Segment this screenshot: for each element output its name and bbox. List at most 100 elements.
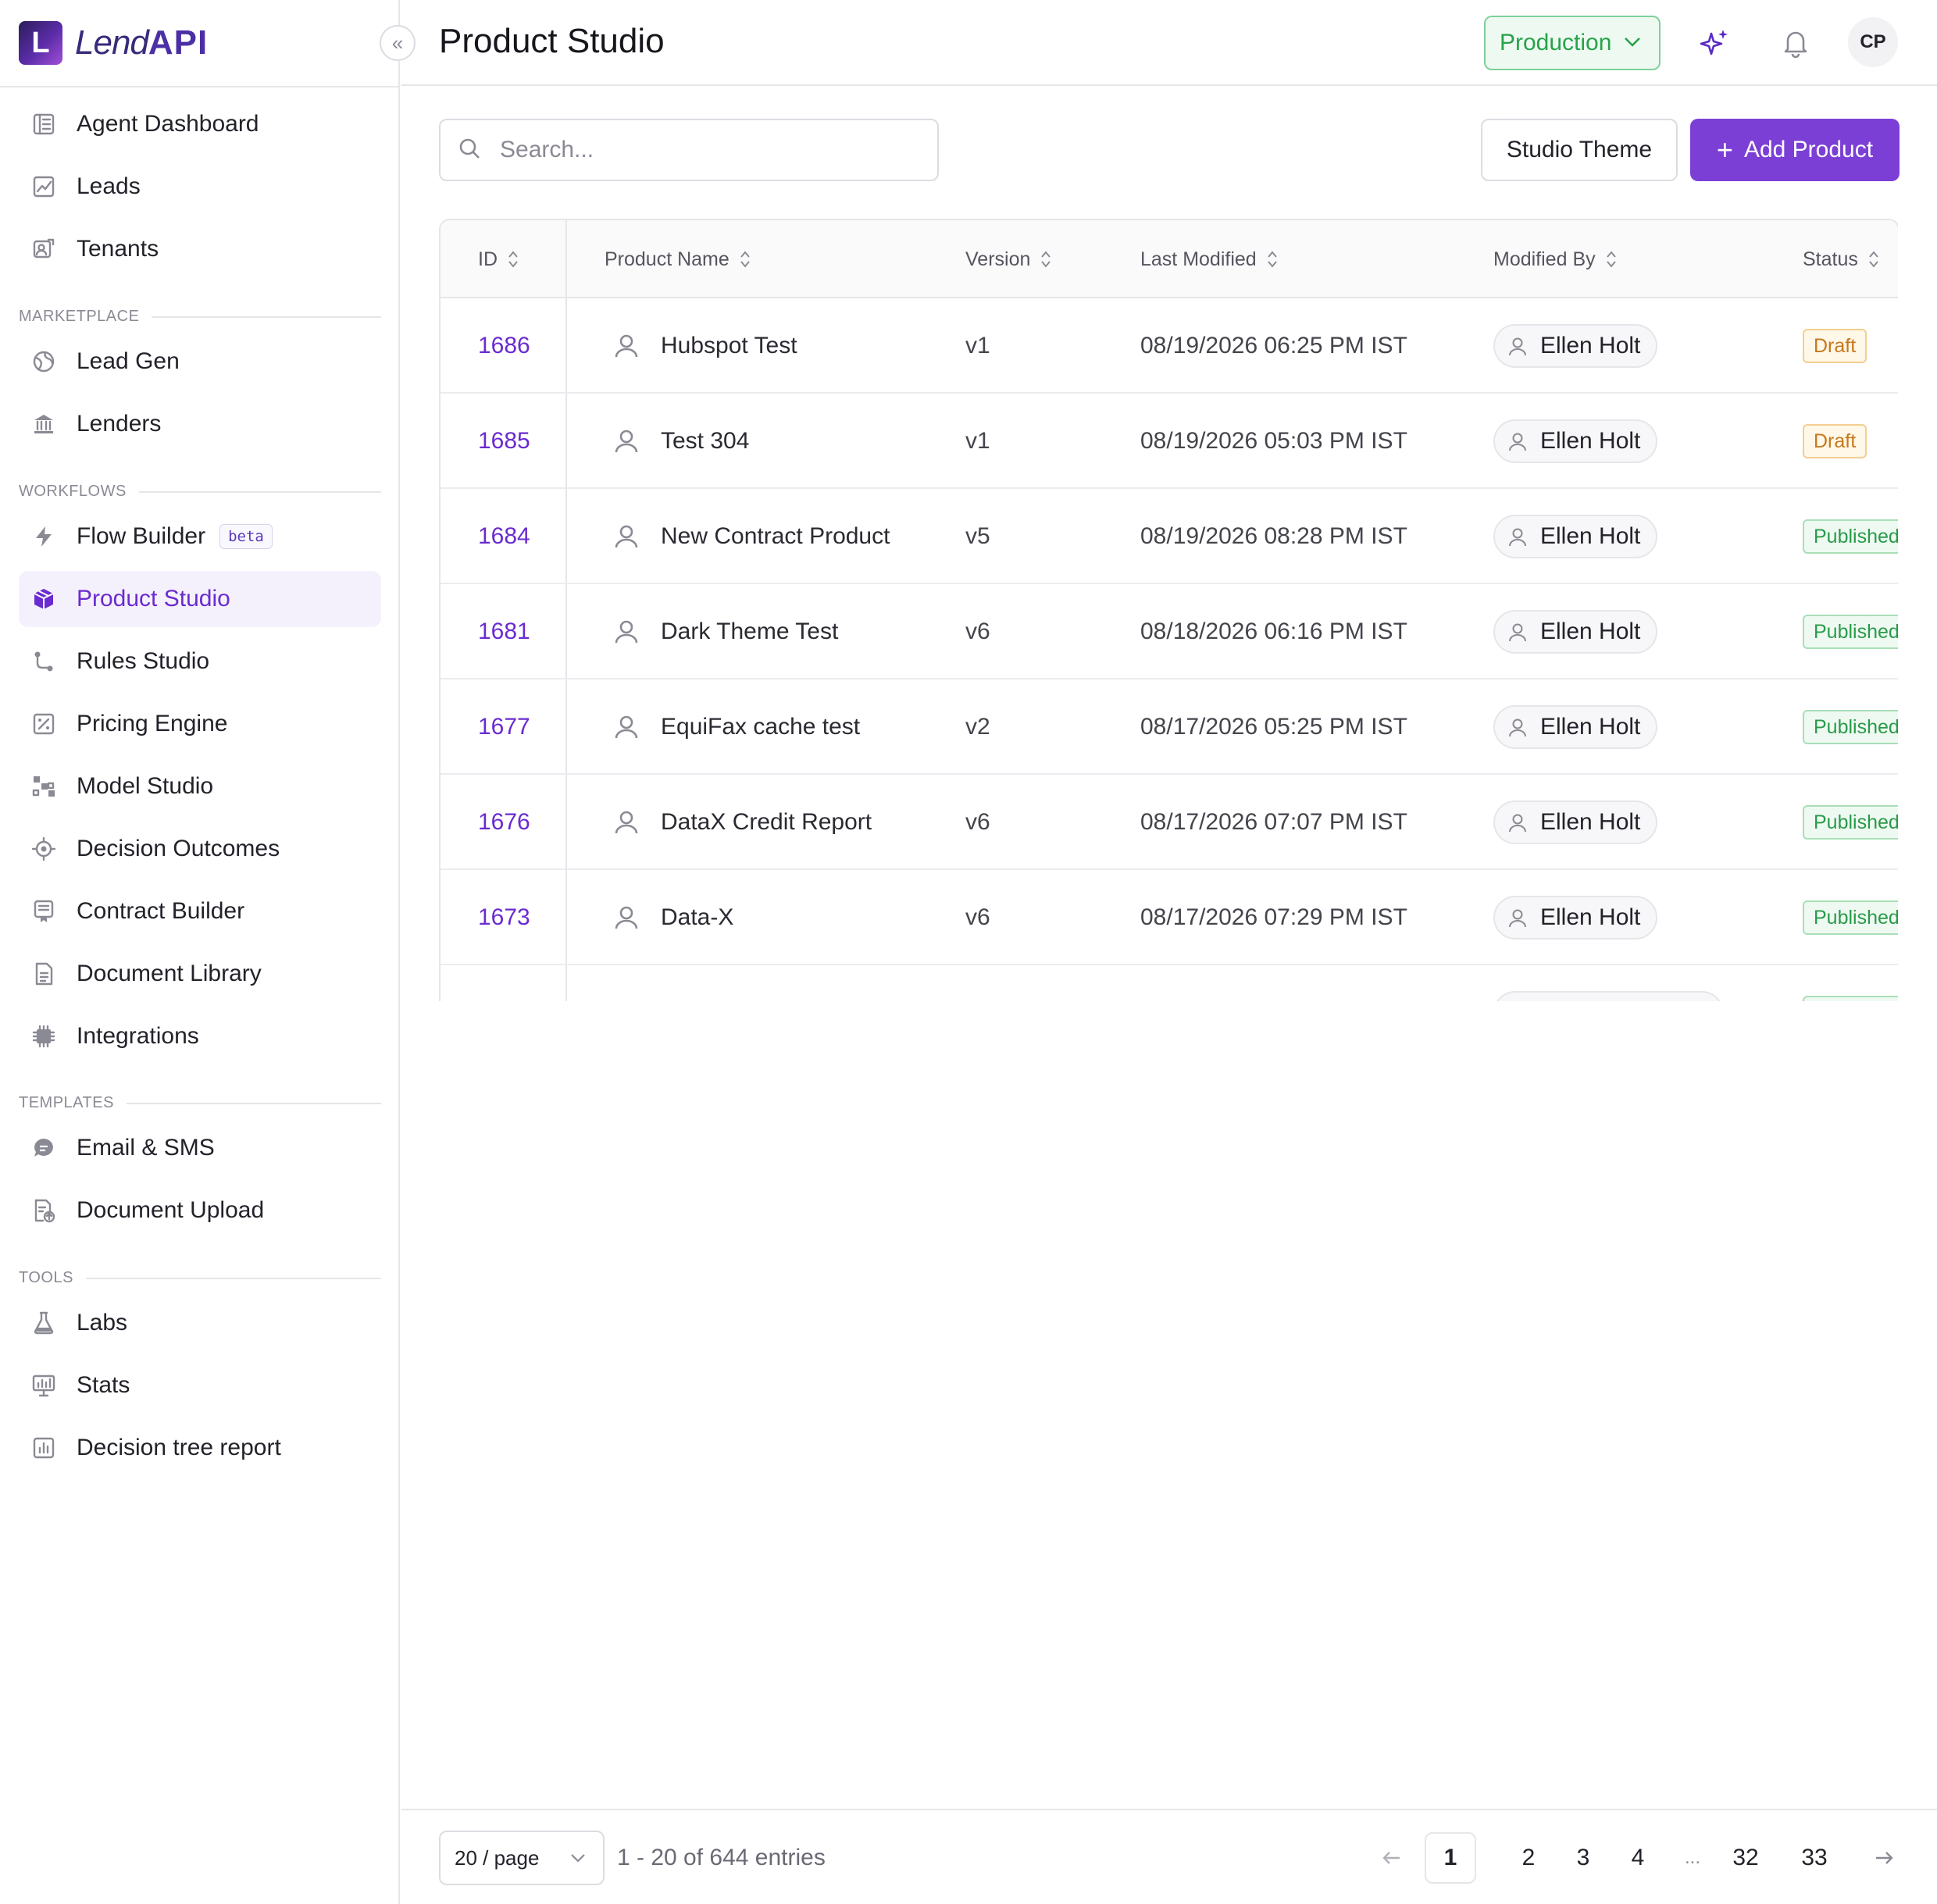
sidebar-item-model-studio[interactable]: Model Studio	[19, 758, 381, 815]
product-name-cell[interactable]: Test 304	[612, 394, 749, 489]
page-button-33[interactable]: 33	[1801, 1845, 1828, 1870]
table-row[interactable]: 1685 Test 304 v1 08/19/2026 05:03 PM IST Ell…	[441, 394, 1898, 489]
product-name-cell[interactable]: Hubspot Test	[612, 298, 797, 394]
sidebar-item-lenders[interactable]: Lenders	[19, 396, 381, 452]
status-badge: Published	[1803, 996, 1898, 1001]
chevrons-left-icon[interactable]: «	[380, 25, 416, 61]
product-id-link[interactable]: 1673	[478, 904, 530, 930]
tenants-icon	[31, 237, 56, 262]
table-row[interactable]: 1686 Hubspot Test v1 08/19/2026 06:25 PM IS…	[441, 298, 1898, 394]
user-chip[interactable]: Ellen Holt	[1493, 610, 1658, 654]
sidebar-item-rules-studio[interactable]: Rules Studio	[19, 633, 381, 690]
add-product-button[interactable]: + Add Product	[1690, 119, 1900, 181]
table-row[interactable]: 1677 EquiFax cache test v2 08/17/2026 05:25…	[441, 679, 1898, 775]
page-button-1[interactable]: 1	[1425, 1832, 1476, 1884]
column-header-product-name[interactable]: Product Name	[605, 220, 751, 298]
sidebar-item-labs[interactable]: Labs	[19, 1295, 381, 1351]
page-button-2[interactable]: 2	[1521, 1845, 1536, 1870]
product-id-link[interactable]: 1668	[478, 965, 530, 1001]
sidebar-item-stats[interactable]: Stats	[19, 1357, 381, 1414]
table-row[interactable]: 1668 Collectors v16 08/18/2026 04:54 AM IST…	[441, 965, 1898, 1001]
product-name-cell[interactable]: EquiFax cache test	[612, 679, 860, 775]
product-name-cell[interactable]: Collectors	[612, 965, 765, 1001]
sort-icon[interactable]	[1040, 249, 1052, 269]
last-modified-cell: 08/19/2026 08:28 PM IST	[1140, 523, 1407, 549]
product-name-cell[interactable]: Data-X	[612, 870, 733, 965]
table-row[interactable]: 1673 Data-X v6 08/17/2026 07:29 PM IST Ellen…	[441, 870, 1898, 965]
table-row[interactable]: 1681 Dark Theme Test v6 08/18/2026 06:16 PM…	[441, 584, 1898, 679]
column-header-version[interactable]: Version	[965, 220, 1052, 298]
status-cell: Draft	[1803, 298, 1867, 394]
sparkle-icon[interactable]	[1695, 23, 1734, 62]
sort-icon[interactable]	[507, 249, 519, 269]
sidebar-item-lead-gen[interactable]: Lead Gen	[19, 333, 381, 390]
sidebar-item-document-upload[interactable]: Document Upload	[19, 1182, 381, 1239]
sidebar-item-decision-tree-report[interactable]: Decision tree report	[19, 1420, 381, 1476]
user-chip[interactable]: Ellen Holt	[1493, 324, 1658, 368]
page-size-select[interactable]: 20 / page	[439, 1831, 605, 1885]
page-button-4[interactable]: 4	[1631, 1845, 1645, 1870]
sidebar-item-contract-builder[interactable]: Contract Builder	[19, 883, 381, 940]
product-id-link[interactable]: 1676	[478, 809, 530, 835]
next-page-icon[interactable]	[1859, 1832, 1910, 1884]
page-button-32[interactable]: 32	[1732, 1845, 1759, 1870]
column-header-status[interactable]: Status	[1803, 220, 1880, 298]
sidebar-item-product-studio[interactable]: Product Studio	[19, 571, 381, 627]
sidebar-item-tenants[interactable]: Tenants	[19, 221, 381, 277]
sidebar-item-pricing-engine[interactable]: Pricing Engine	[19, 696, 381, 752]
section-label-templates: TEMPLATES	[19, 1094, 381, 1112]
sidebar-item-label: Labs	[77, 1310, 128, 1335]
table-row[interactable]: 1684 New Contract Product v5 08/19/2026 08:…	[441, 489, 1898, 584]
brand-logo[interactable]: L Lend API	[19, 20, 208, 66]
user-icon	[1506, 906, 1540, 929]
sidebar-item-decision-outcomes[interactable]: Decision Outcomes	[19, 821, 381, 877]
user-chip[interactable]: Ellen Holt	[1493, 515, 1658, 558]
sort-icon[interactable]	[739, 249, 751, 269]
top-bar: Product Studio Production CP	[401, 0, 1937, 86]
column-header-modified-by[interactable]: Modified By	[1493, 220, 1618, 298]
bell-icon[interactable]	[1776, 23, 1815, 62]
product-id-link[interactable]: 1686	[478, 333, 530, 358]
sort-icon[interactable]	[1266, 249, 1279, 269]
product-name-cell[interactable]: Dark Theme Test	[612, 584, 838, 679]
user-chip[interactable]: Chakresh Peela	[1493, 991, 1725, 1001]
product-name-cell[interactable]: DataX Credit Report	[612, 775, 872, 870]
page-button-ellipsis[interactable]: ...	[1684, 1847, 1700, 1868]
search-input[interactable]	[500, 137, 922, 163]
page-button-3[interactable]: 3	[1576, 1845, 1590, 1870]
table-row[interactable]: 1676 DataX Credit Report v6 08/17/2026 07:0…	[441, 775, 1898, 870]
sidebar-item-document-library[interactable]: Document Library	[19, 946, 381, 1002]
sidebar-item-label: Pricing Engine	[77, 711, 228, 736]
status-badge: Published	[1803, 900, 1898, 935]
modified-by-cell: Ellen Holt	[1493, 584, 1658, 679]
user-chip[interactable]: Ellen Holt	[1493, 896, 1658, 940]
last-modified-cell: 08/17/2026 07:29 PM IST	[1140, 904, 1407, 930]
search-box[interactable]	[439, 119, 939, 181]
user-chip[interactable]: Ellen Holt	[1493, 800, 1658, 844]
prev-page-icon[interactable]	[1365, 1832, 1417, 1884]
product-id-link[interactable]: 1677	[478, 714, 530, 740]
product-name: Data-X	[661, 904, 734, 930]
sort-icon[interactable]	[1867, 249, 1880, 269]
column-header-last-modified[interactable]: Last Modified	[1140, 220, 1279, 298]
user-chip[interactable]: Ellen Holt	[1493, 419, 1658, 463]
product-id-link[interactable]: 1684	[478, 523, 530, 549]
sidebar-item-integrations[interactable]: Integrations	[19, 1008, 381, 1064]
user-icon	[1506, 620, 1540, 644]
studio-theme-button[interactable]: Studio Theme	[1481, 119, 1678, 181]
avatar[interactable]: CP	[1848, 17, 1898, 67]
status-cell: Published	[1803, 679, 1898, 775]
user-chip[interactable]: Ellen Holt	[1493, 705, 1658, 749]
product-id-link[interactable]: 1681	[478, 619, 530, 644]
product-name-cell[interactable]: New Contract Product	[612, 489, 890, 584]
product-id-link[interactable]: 1685	[478, 428, 530, 454]
user-icon	[1506, 334, 1540, 358]
column-header-id[interactable]: ID	[478, 220, 519, 298]
environment-select[interactable]: Production	[1484, 16, 1661, 70]
sidebar-item-label: Document Library	[77, 961, 262, 986]
sidebar-item-agent-dashboard[interactable]: Agent Dashboard	[19, 96, 381, 152]
sidebar-item-flow-builder[interactable]: Flow Builder beta	[19, 508, 381, 565]
sidebar-item-leads[interactable]: Leads	[19, 159, 381, 215]
sort-icon[interactable]	[1605, 249, 1618, 269]
sidebar-item-email-sms[interactable]: Email & SMS	[19, 1120, 381, 1176]
